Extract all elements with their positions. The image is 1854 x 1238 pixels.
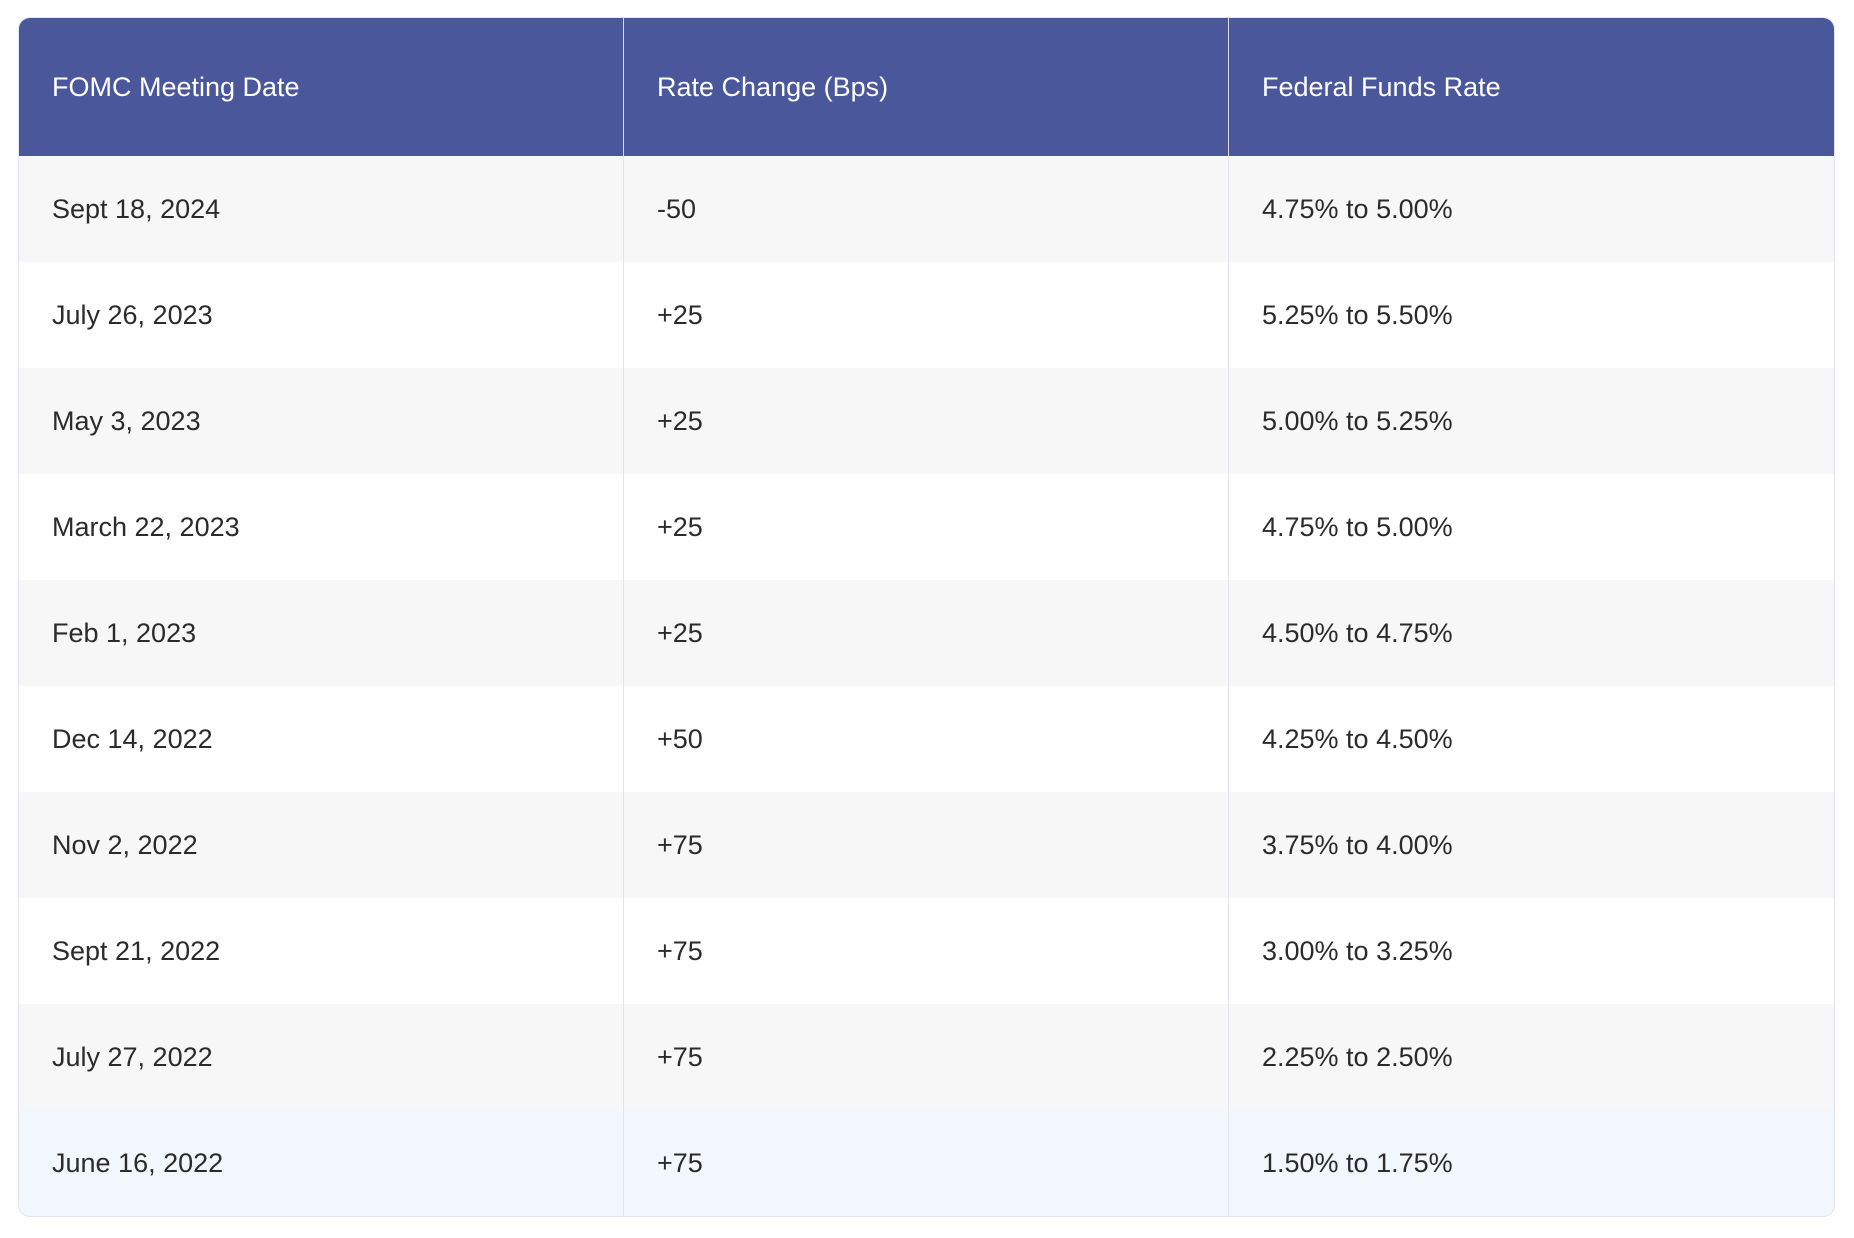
cell-federal-funds-rate: 4.25% to 4.50% [1229,686,1834,792]
cell-meeting-date: Nov 2, 2022 [19,792,624,898]
cell-federal-funds-rate: 1.50% to 1.75% [1229,1110,1834,1216]
cell-meeting-date: May 3, 2023 [19,368,624,474]
cell-rate-change: +25 [624,474,1229,580]
header-meeting-date: FOMC Meeting Date [19,18,624,156]
fomc-rate-table: FOMC Meeting Date Rate Change (Bps) Fede… [18,17,1835,1217]
cell-rate-change: +50 [624,686,1229,792]
rate-table-container: FOMC Meeting Date Rate Change (Bps) Fede… [18,17,1835,1217]
table-row: Nov 2, 2022 +75 3.75% to 4.00% [19,792,1834,898]
table-row: July 26, 2023 +25 5.25% to 5.50% [19,262,1834,368]
cell-federal-funds-rate: 4.75% to 5.00% [1229,474,1834,580]
table-row: Sept 18, 2024 -50 4.75% to 5.00% [19,156,1834,262]
cell-meeting-date: Dec 14, 2022 [19,686,624,792]
cell-meeting-date: June 16, 2022 [19,1110,624,1216]
table-row: Sept 21, 2022 +75 3.00% to 3.25% [19,898,1834,1004]
header-rate-change: Rate Change (Bps) [624,18,1229,156]
cell-federal-funds-rate: 3.00% to 3.25% [1229,898,1834,1004]
cell-rate-change: -50 [624,156,1229,262]
cell-rate-change: +75 [624,1004,1229,1110]
cell-rate-change: +75 [624,898,1229,1004]
cell-federal-funds-rate: 2.25% to 2.50% [1229,1004,1834,1110]
cell-rate-change: +25 [624,580,1229,686]
table-row: Dec 14, 2022 +50 4.25% to 4.50% [19,686,1834,792]
header-federal-funds-rate: Federal Funds Rate [1229,18,1834,156]
cell-rate-change: +75 [624,1110,1229,1216]
cell-federal-funds-rate: 3.75% to 4.00% [1229,792,1834,898]
table-row: July 27, 2022 +75 2.25% to 2.50% [19,1004,1834,1110]
cell-federal-funds-rate: 4.75% to 5.00% [1229,156,1834,262]
cell-meeting-date: Feb 1, 2023 [19,580,624,686]
cell-rate-change: +75 [624,792,1229,898]
cell-rate-change: +25 [624,262,1229,368]
cell-meeting-date: July 27, 2022 [19,1004,624,1110]
cell-federal-funds-rate: 4.50% to 4.75% [1229,580,1834,686]
table-row: Feb 1, 2023 +25 4.50% to 4.75% [19,580,1834,686]
cell-federal-funds-rate: 5.25% to 5.50% [1229,262,1834,368]
table-row: May 3, 2023 +25 5.00% to 5.25% [19,368,1834,474]
cell-federal-funds-rate: 5.00% to 5.25% [1229,368,1834,474]
cell-meeting-date: July 26, 2023 [19,262,624,368]
cell-meeting-date: March 22, 2023 [19,474,624,580]
table-row: March 22, 2023 +25 4.75% to 5.00% [19,474,1834,580]
cell-meeting-date: Sept 21, 2022 [19,898,624,1004]
table-header-row: FOMC Meeting Date Rate Change (Bps) Fede… [19,18,1834,156]
cell-rate-change: +25 [624,368,1229,474]
cell-meeting-date: Sept 18, 2024 [19,156,624,262]
table-row: June 16, 2022 +75 1.50% to 1.75% [19,1110,1834,1216]
